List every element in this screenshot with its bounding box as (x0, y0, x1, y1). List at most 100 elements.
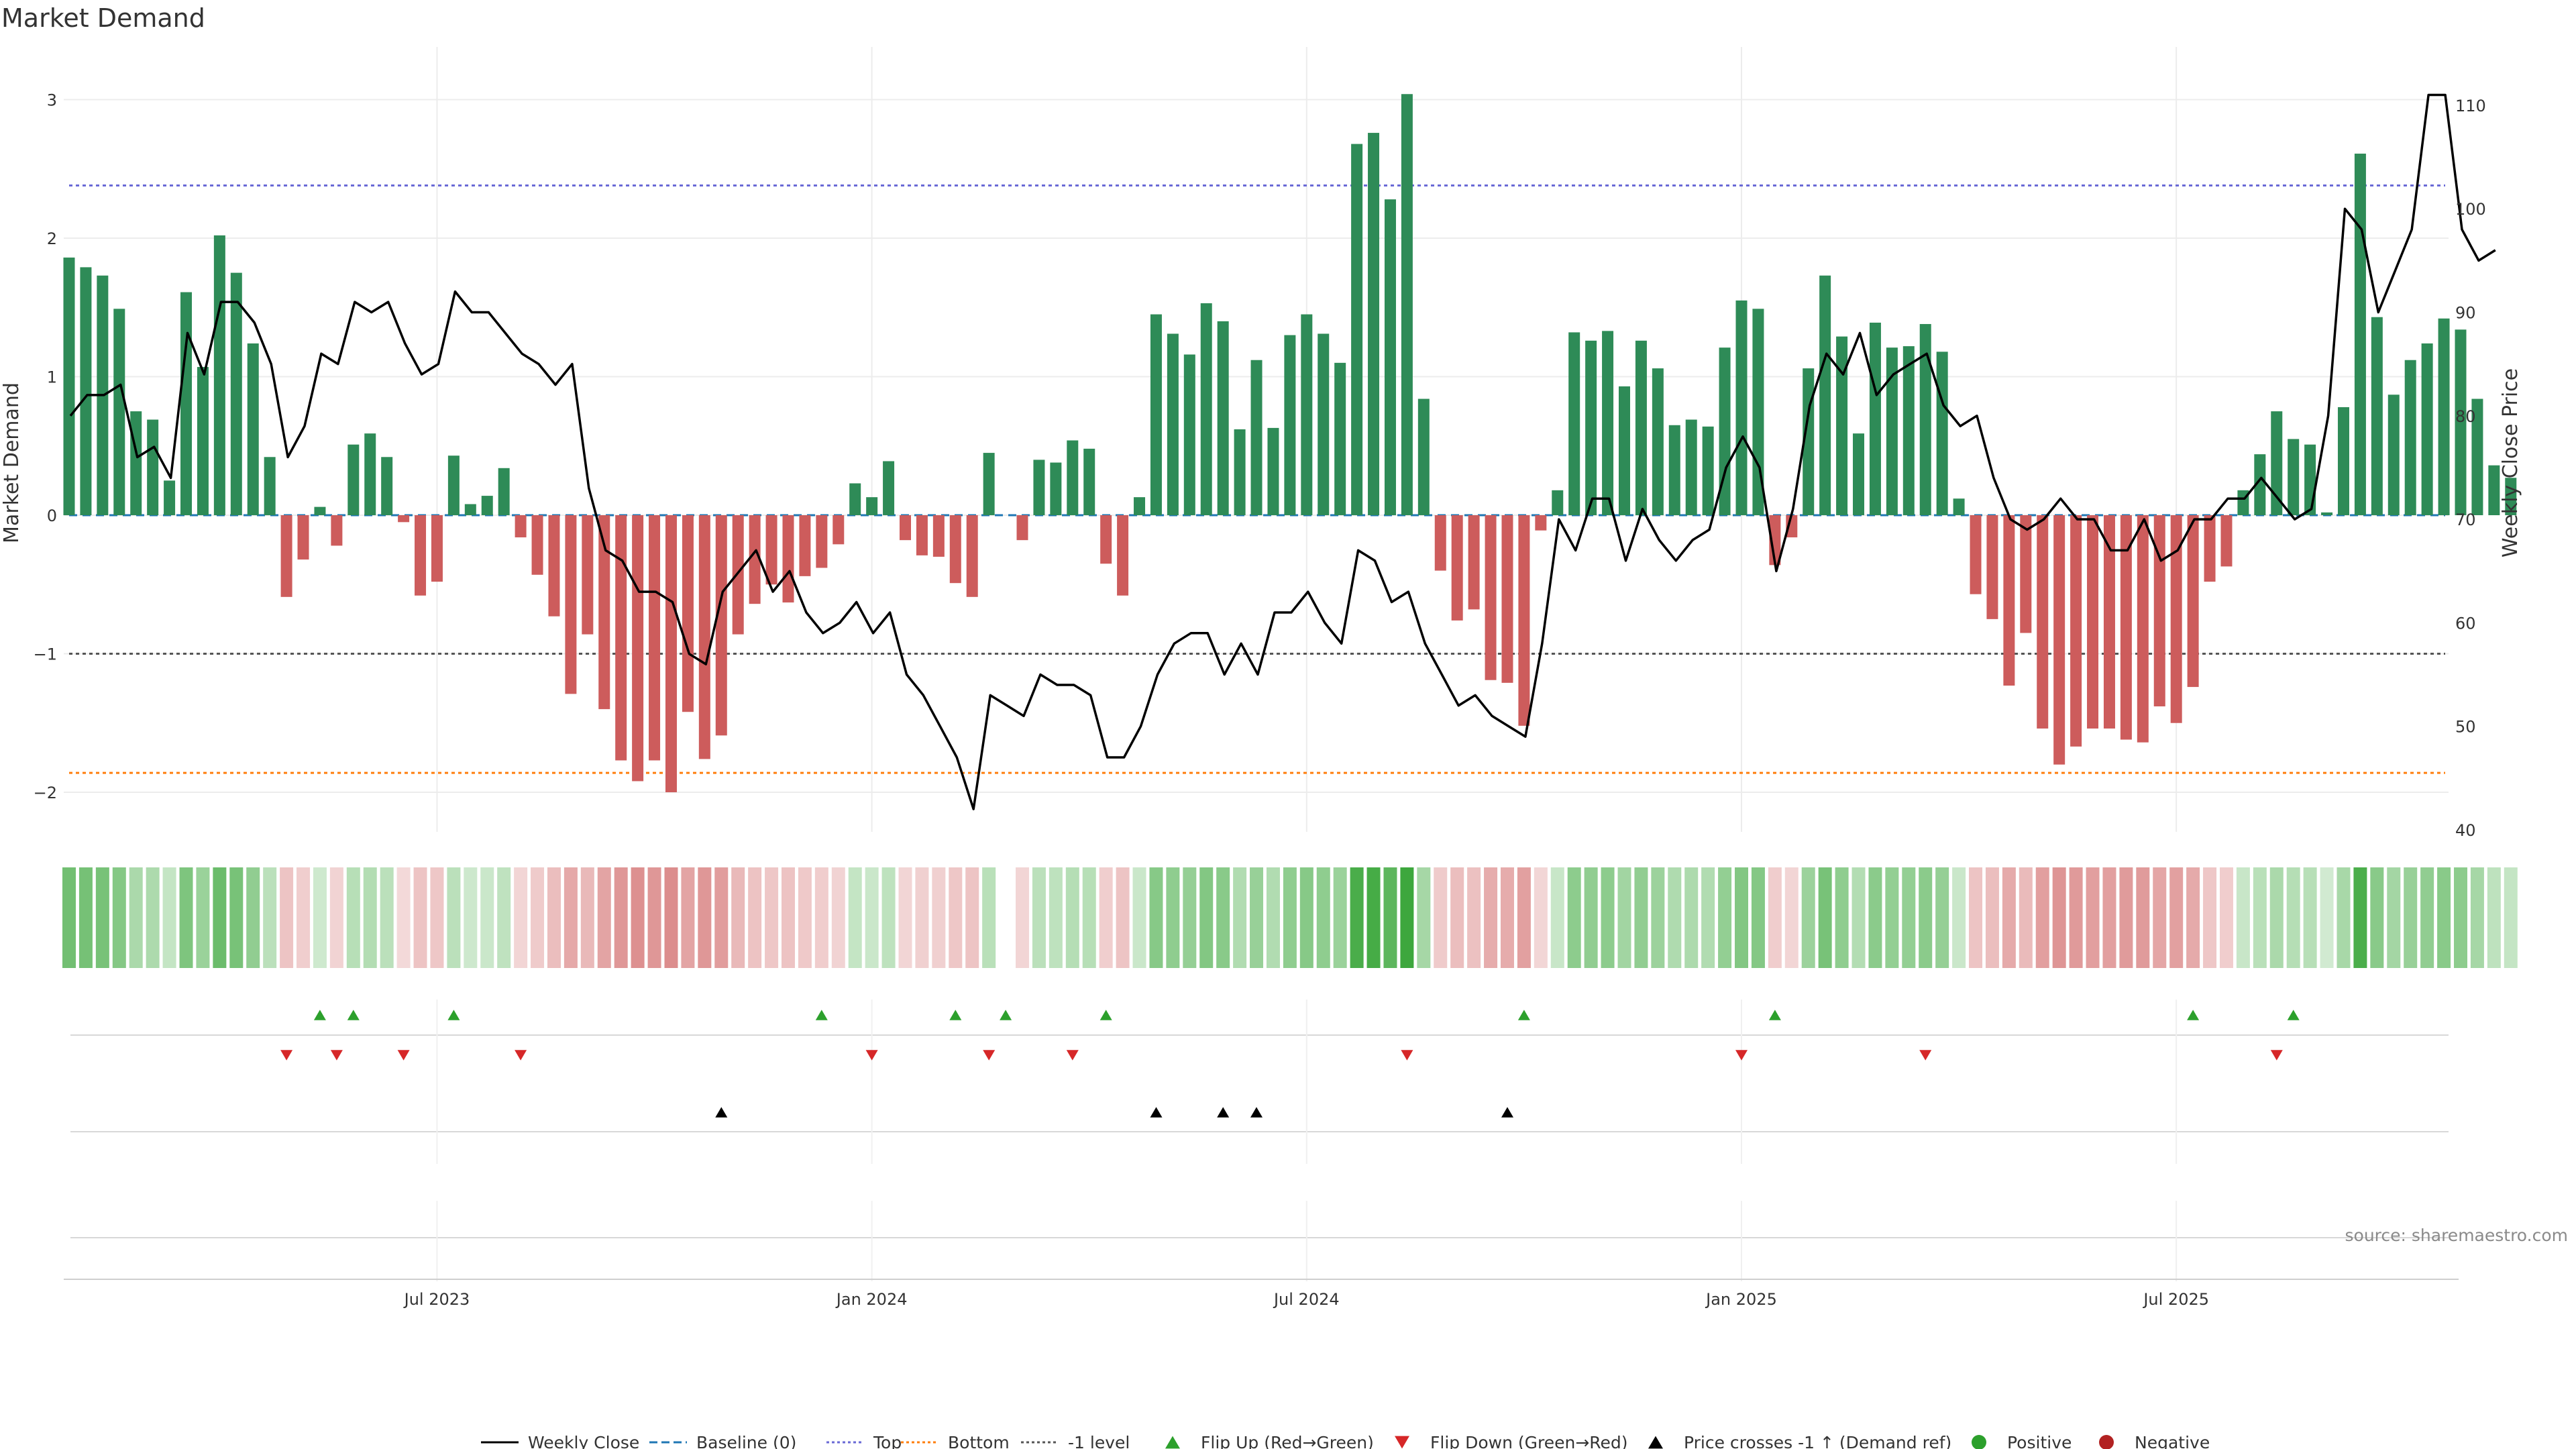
demand-bar-negative (2037, 515, 2049, 729)
demand-bar-negative (598, 515, 610, 710)
demand-bar-positive (1083, 448, 1095, 515)
demand-bar-positive (113, 309, 125, 515)
demand-bar-positive (1853, 433, 1865, 515)
demand-bar-positive (1752, 309, 1764, 515)
flip-up-marker (347, 1010, 360, 1020)
legend-swatch-circle (2099, 1435, 2114, 1449)
demand-bar-positive (1067, 440, 1079, 515)
heat-cell-negative (714, 867, 729, 968)
demand-bar-negative (900, 515, 911, 541)
heat-cell-positive (1801, 867, 1815, 968)
heat-cell-negative (597, 867, 611, 968)
demand-bar-positive (1217, 321, 1229, 515)
demand-bar-positive (2321, 512, 2333, 515)
x-tick-label: Jul 2025 (2142, 1290, 2209, 1309)
demand-bar-positive (1368, 133, 1380, 515)
heat-cell-positive (1417, 867, 1431, 968)
heat-cell-negative (2203, 867, 2217, 968)
demand-bar-positive (63, 257, 75, 515)
demand-bar-positive (1685, 419, 1697, 515)
heat-cell-negative (2019, 867, 2033, 968)
y2-tick-label: 50 (2455, 718, 2476, 737)
heat-cell-negative (514, 867, 528, 968)
demand-bar-negative (2070, 515, 2082, 747)
demand-bar-negative (415, 515, 427, 596)
heat-cell-positive (2437, 867, 2451, 968)
x-axis: Jul 2023 Jan 2024 Jul 2024 Jan 2025 Jul 2025 (64, 1279, 2459, 1309)
legend-label: Flip Down (Green→Red) (1430, 1433, 1628, 1449)
demand-bar-positive (1267, 427, 1279, 515)
x-tick-label: Jul 2023 (403, 1290, 470, 1309)
legend: Weekly Close Baseline (0) Top Bottom -1 leve… (481, 1433, 2210, 1449)
heat-cell-positive (1266, 867, 1280, 968)
demand-bar-positive (180, 292, 193, 515)
source-note: source: sharemaestro.com (2345, 1226, 2569, 1245)
demand-bar-positive (2387, 394, 2400, 515)
demand-bars (63, 94, 2517, 792)
demand-bar-negative (1986, 515, 1998, 619)
flip-down-marker (983, 1050, 996, 1061)
demand-bar-negative (2220, 515, 2233, 567)
demand-bar-negative (582, 515, 594, 635)
demand-bar-positive (130, 411, 142, 515)
heat-cell-positive (2320, 867, 2334, 968)
demand-bar-positive (1552, 490, 1564, 515)
flip-down-marker (1735, 1050, 1748, 1061)
demand-bar-negative (799, 515, 811, 576)
heat-cell-positive (2504, 867, 2518, 968)
demand-bar-positive (2488, 465, 2500, 515)
demand-bar-positive (1301, 314, 1313, 515)
heat-cell-negative (1484, 867, 1498, 968)
heat-cell-positive (246, 867, 260, 968)
demand-bar-positive (2337, 407, 2349, 515)
heat-cell-positive (1082, 867, 1096, 968)
demand-bar-negative (782, 515, 794, 603)
heat-cell-negative (1450, 867, 1464, 968)
demand-bar-positive (866, 497, 878, 515)
heat-cell-negative (580, 867, 594, 968)
legend-item: Flip Down (Green→Red) (1395, 1433, 1628, 1449)
heat-cell-positive (1751, 867, 1765, 968)
heat-cell-positive (346, 867, 360, 968)
legend-item: -1 level (1021, 1433, 1130, 1449)
demand-bar-positive (197, 367, 209, 515)
flip-down-marker (280, 1050, 293, 1061)
demand-bar-negative (732, 515, 744, 635)
heat-cell-negative (2219, 867, 2233, 968)
demand-bar-negative (1100, 515, 1112, 564)
legend-label: Weekly Close (528, 1433, 639, 1449)
heat-cell-positive (146, 867, 160, 968)
demand-bar-positive (481, 496, 493, 515)
heat-cell-positive (464, 867, 478, 968)
demand-bar-positive (1869, 322, 1881, 515)
heat-cell-positive (1835, 867, 1849, 968)
demand-bar-negative (531, 515, 543, 575)
heat-cell-negative (1467, 867, 1481, 968)
legend-swatch-triangle-up (1648, 1436, 1663, 1449)
demand-bar-positive (883, 461, 895, 515)
heat-cell-positive (480, 867, 494, 968)
heat-cell-positive (2420, 867, 2434, 968)
y2-tick-label: 100 (2455, 200, 2486, 219)
price-cross-marker (1501, 1107, 1513, 1118)
heat-cell-positive (1885, 867, 1899, 968)
heat-cell-negative (915, 867, 929, 968)
demand-bar-negative (649, 515, 661, 761)
heat-cell-positive (1350, 867, 1364, 968)
flip-down-marker (865, 1050, 878, 1061)
demand-bar-negative (1535, 515, 1547, 531)
heat-cell-negative (329, 867, 343, 968)
demand-bar-positive (1635, 340, 1647, 515)
demand-bar-negative (765, 515, 777, 585)
heat-cell-negative (831, 867, 845, 968)
demand-bar-positive (1351, 144, 1363, 515)
heat-cell-positive (1651, 867, 1665, 968)
demand-bar-positive (1318, 333, 1330, 515)
demand-bar-negative (1970, 515, 1982, 594)
demand-bar-negative (715, 515, 727, 736)
demand-bar-negative (2087, 515, 2099, 729)
demand-bar-negative (2137, 515, 2149, 743)
right-y-axis: 110 100 90 80 70 60 50 40 (2455, 97, 2486, 840)
demand-bar-positive (2304, 444, 2316, 515)
